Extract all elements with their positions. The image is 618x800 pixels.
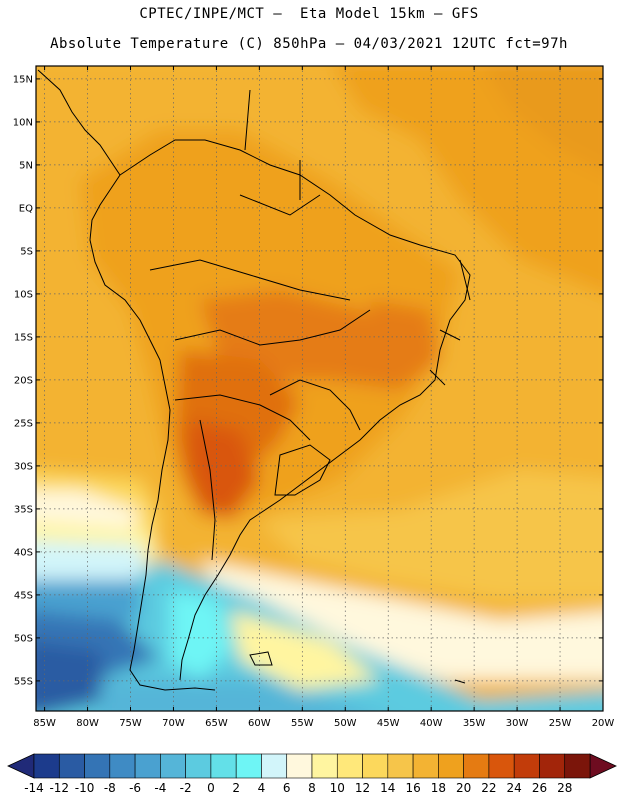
coastline-borders bbox=[37, 69, 471, 691]
colorbar-swatch bbox=[33, 753, 60, 779]
lon-label: 70W bbox=[162, 718, 185, 729]
colorbar-swatch bbox=[185, 753, 212, 779]
lat-label: 5N bbox=[19, 160, 33, 171]
colorbar-swatch bbox=[261, 753, 288, 779]
colorbar-tick-label: 22 bbox=[481, 781, 496, 795]
lon-label: 45W bbox=[377, 718, 400, 729]
colorbar-swatch bbox=[564, 753, 591, 779]
lon-label: 65W bbox=[205, 718, 228, 729]
colorbar-swatch bbox=[362, 753, 389, 779]
colorbar-under-arrow bbox=[7, 753, 35, 779]
colorbar-tick-label: 2 bbox=[232, 781, 240, 795]
lat-label: 30S bbox=[14, 461, 33, 472]
colorbar-swatch bbox=[463, 753, 490, 779]
colorbar-tick-label: 24 bbox=[507, 781, 522, 795]
lat-label: 55S bbox=[14, 676, 33, 687]
lon-label: 75W bbox=[119, 718, 142, 729]
colorbar-swatch bbox=[58, 753, 85, 779]
colorbar-tick-label: 20 bbox=[456, 781, 471, 795]
colorbar-tick-label: -14 bbox=[24, 781, 44, 795]
lon-label: 85W bbox=[33, 718, 56, 729]
colorbar-tick-label: -2 bbox=[180, 781, 192, 795]
lat-label: 45S bbox=[14, 590, 33, 601]
colorbar-swatch bbox=[488, 753, 515, 779]
map-frame bbox=[35, 65, 604, 712]
colorbar-swatch bbox=[311, 753, 338, 779]
title-line-1: CPTEC/INPE/MCT – Eta Model 15km – GFS bbox=[139, 6, 479, 22]
colorbar-tick-label: 0 bbox=[207, 781, 215, 795]
colorbar-swatch bbox=[235, 753, 262, 779]
lat-label: 10S bbox=[14, 289, 33, 300]
title-line-2: Absolute Temperature (C) 850hPa – 04/03/… bbox=[50, 36, 568, 52]
colorbar-tick-label: 10 bbox=[330, 781, 345, 795]
colorbar-tick-label: 28 bbox=[557, 781, 572, 795]
lon-label: 35W bbox=[463, 718, 486, 729]
lon-label: 60W bbox=[248, 718, 271, 729]
colorbar-swatch bbox=[84, 753, 111, 779]
lat-label: EQ bbox=[19, 203, 33, 214]
lat-label: 5S bbox=[20, 246, 33, 257]
colorbar-tick-label: 16 bbox=[405, 781, 420, 795]
lat-label: 25S bbox=[14, 418, 33, 429]
colorbar-tick-label: -4 bbox=[154, 781, 166, 795]
colorbar-tick-label: -12 bbox=[49, 781, 69, 795]
colorbar-over-arrow bbox=[589, 753, 617, 779]
colorbar-tick-label: 26 bbox=[532, 781, 547, 795]
colorbar-swatch bbox=[336, 753, 363, 779]
colorbar-tick-label: 12 bbox=[355, 781, 370, 795]
colorbar-swatch bbox=[160, 753, 186, 779]
colorbar-tick-label: 6 bbox=[283, 781, 291, 795]
lon-label: 25W bbox=[549, 718, 572, 729]
lon-label: 55W bbox=[291, 718, 314, 729]
lat-label: 50S bbox=[14, 633, 33, 644]
colorbar-swatch bbox=[438, 753, 464, 779]
colorbar-swatch bbox=[539, 753, 566, 779]
colorbar-swatch bbox=[134, 753, 161, 779]
colorbar-tick-label: 4 bbox=[258, 781, 266, 795]
lat-label: 40S bbox=[14, 547, 33, 558]
colorbar-tick-label: -6 bbox=[129, 781, 141, 795]
axis-ticks: 15N 10N 5N EQ 5S 10S 15S 20S 25S 30S 35S 40S 45S 50S 5… bbox=[13, 66, 615, 729]
colorbar-tick-label: 18 bbox=[431, 781, 446, 795]
lat-label: 10N bbox=[13, 117, 33, 128]
lon-label: 50W bbox=[334, 718, 357, 729]
lon-label: 40W bbox=[420, 718, 443, 729]
lon-label: 20W bbox=[592, 718, 615, 729]
colorbar-tick-label: 8 bbox=[308, 781, 316, 795]
colorbar-swatch bbox=[412, 753, 439, 779]
colorbar-swatch bbox=[387, 753, 414, 779]
colorbar-swatch bbox=[109, 753, 136, 779]
colorbar-tick-label: 14 bbox=[380, 781, 395, 795]
lat-label: 20S bbox=[14, 375, 33, 386]
colorbar: -14 -12 -10 -8 -6 -4 -2 0 2 4 6 8 10 12 14 16 18 20 22 24 26… bbox=[7, 753, 617, 795]
colorbar-tick-label: -8 bbox=[104, 781, 116, 795]
lon-label: 30W bbox=[506, 718, 529, 729]
colorbar-swatch bbox=[513, 753, 540, 779]
colorbar-tick-label: -10 bbox=[75, 781, 95, 795]
lon-label: 80W bbox=[76, 718, 99, 729]
lat-label: 35S bbox=[14, 504, 33, 515]
lat-label: 15S bbox=[14, 332, 33, 343]
colorbar-swatch bbox=[210, 753, 237, 779]
colorbar-swatch bbox=[286, 753, 313, 779]
lat-label: 15N bbox=[13, 74, 33, 85]
temperature-field bbox=[36, 66, 603, 711]
